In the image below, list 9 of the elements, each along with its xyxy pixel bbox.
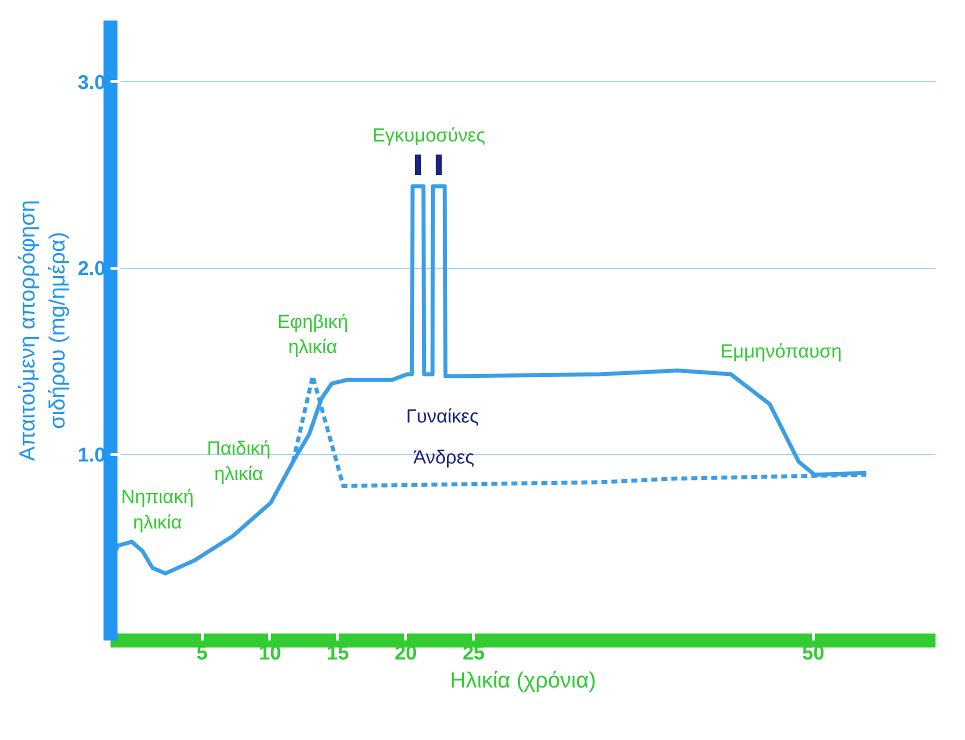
series-label: Γυναίκες xyxy=(406,406,479,428)
annotation: Εφηβική ηλικία xyxy=(277,312,348,358)
annotation: Εμμηνόπαυση xyxy=(720,341,842,362)
y-axis-title: Απαιτούμενη απορρόφηση σιδήρου (mg/ημέρα) xyxy=(14,200,70,462)
x-axis-title: Ηλικία (χρόνια) xyxy=(450,668,596,692)
annotation: Νηπιακή ηλικία xyxy=(121,487,194,534)
annotation: Εγκυμοσύνες xyxy=(372,125,486,146)
annotation: Παιδική ηλικία xyxy=(206,438,271,485)
series-label: Άνδρες xyxy=(413,448,474,469)
